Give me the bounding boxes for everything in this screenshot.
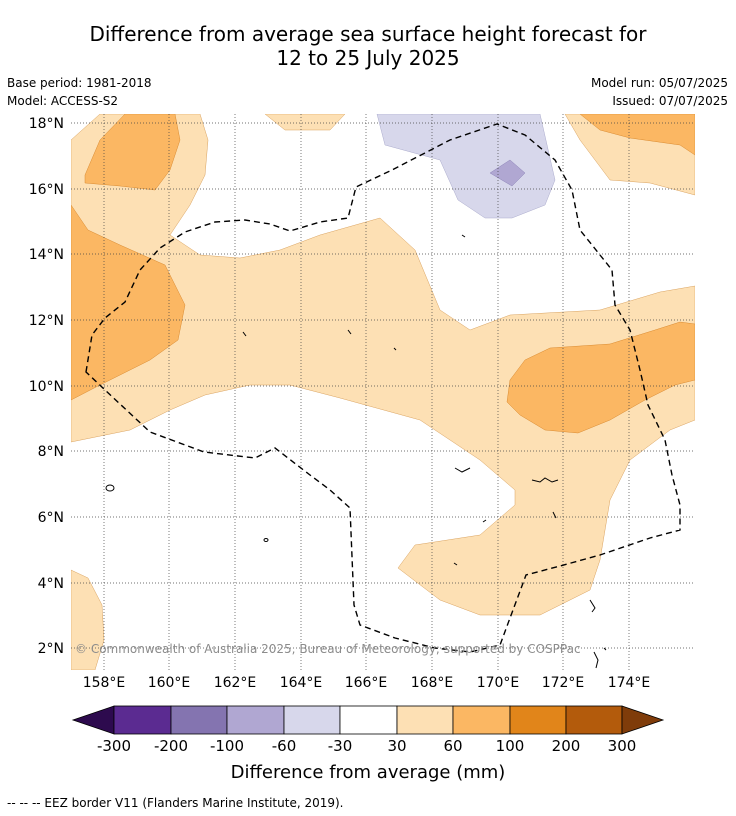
eez-footnote: -- -- -- EEZ border V11 (Flanders Marine…	[7, 796, 344, 810]
lon-label-166: 166°E	[345, 675, 388, 691]
island	[242, 331, 247, 337]
lat-label-18: 18°N	[29, 116, 64, 132]
colorbar-extend-low	[71, 705, 115, 735]
colorbar-bin	[113, 705, 172, 735]
colorbar-extend-high	[621, 705, 665, 735]
lon-labels: 158°E 160°E 162°E 164°E 166°E 168°E 170°…	[83, 675, 651, 691]
meta-right: Model run: 05/07/2025 Issued: 07/07/2025	[591, 74, 728, 110]
lon-label-172: 172°E	[542, 675, 585, 691]
map-grid	[71, 114, 695, 670]
colorbar-tick: -30	[328, 737, 353, 755]
island	[453, 562, 458, 566]
contour-60-100-northeast	[579, 114, 695, 156]
lat-label-8: 8°N	[38, 444, 64, 460]
lat-label-14: 14°N	[29, 247, 64, 263]
island	[603, 647, 607, 651]
title-line-1: Difference from average sea surface heig…	[89, 22, 647, 46]
model-run: Model run: 05/07/2025	[590, 76, 728, 90]
island	[593, 651, 599, 669]
contour-60-100-northwest	[84, 114, 181, 191]
island	[461, 234, 466, 238]
map-area: © Commonwealth of Australia 2025, Bureau…	[71, 114, 695, 670]
colorbar-tick: -200	[154, 737, 188, 755]
colorbar-bin	[565, 705, 623, 735]
colorbar-bin	[283, 705, 341, 735]
island	[263, 538, 269, 542]
colorbar: -300 -200 -100 -60 -30 30 60 100 200 300…	[71, 705, 665, 783]
copyright-notice: © Commonwealth of Australia 2025, Bureau…	[75, 642, 581, 656]
colorbar-tick: 30	[387, 737, 406, 755]
lon-label-164: 164°E	[280, 675, 323, 691]
colorbar-bin	[339, 705, 398, 735]
lon-label-168: 168°E	[411, 675, 454, 691]
colorbar-tick: 300	[608, 737, 637, 755]
contour-30-60-north-west	[264, 114, 346, 131]
island	[105, 484, 115, 492]
lon-label-158: 158°E	[83, 675, 126, 691]
lat-label-6: 6°N	[38, 510, 64, 526]
island	[531, 477, 559, 483]
colorbar-bin	[509, 705, 567, 735]
island	[589, 599, 596, 613]
contour-neg-60-100	[489, 159, 526, 187]
colorbar-bin	[452, 705, 511, 735]
colorbar-tick: 200	[552, 737, 581, 755]
model-name: Model: ACCESS-S2	[7, 94, 119, 108]
colorbar-title: Difference from average (mm)	[231, 762, 506, 783]
contour-neg-30-60	[376, 114, 556, 219]
title-line-2: 12 to 25 July 2025	[276, 46, 460, 70]
lat-label-12: 12°N	[29, 313, 64, 329]
colorbar-tick: -60	[272, 737, 297, 755]
contour-60-100-east	[506, 321, 695, 434]
colorbar-bin	[226, 705, 285, 735]
map-title: Difference from average sea surface heig…	[0, 22, 736, 70]
colorbar-bin	[170, 705, 228, 735]
base-period: Base period: 1981-2018	[7, 76, 152, 90]
contour-30-60-main	[71, 114, 695, 616]
lat-label-16: 16°N	[29, 182, 64, 198]
lat-label-10: 10°N	[29, 379, 64, 395]
colorbar-tick: 60	[443, 737, 462, 755]
islands	[105, 234, 607, 669]
lon-label-162: 162°E	[214, 675, 257, 691]
meta-left: Base period: 1981-2018 Model: ACCESS-S2	[7, 74, 152, 110]
eez-border	[85, 123, 681, 653]
island	[393, 347, 397, 351]
island	[552, 511, 557, 519]
lon-label-160: 160°E	[148, 675, 191, 691]
colorbar-tick: 100	[496, 737, 525, 755]
issued-date: Issued: 07/07/2025	[612, 94, 728, 108]
island	[454, 467, 471, 473]
colorbar-bin	[396, 705, 454, 735]
colorbar-tick: -300	[97, 737, 131, 755]
lon-label-170: 170°E	[477, 675, 520, 691]
lon-label-174: 174°E	[608, 675, 651, 691]
lat-label-4: 4°N	[38, 576, 64, 592]
lat-labels: 18°N 16°N 14°N 12°N 10°N 8°N 6°N 4°N 2°N	[29, 116, 64, 657]
colorbar-tick: -100	[210, 737, 244, 755]
island	[482, 519, 487, 523]
lat-label-2: 2°N	[38, 641, 64, 657]
island	[347, 329, 352, 335]
